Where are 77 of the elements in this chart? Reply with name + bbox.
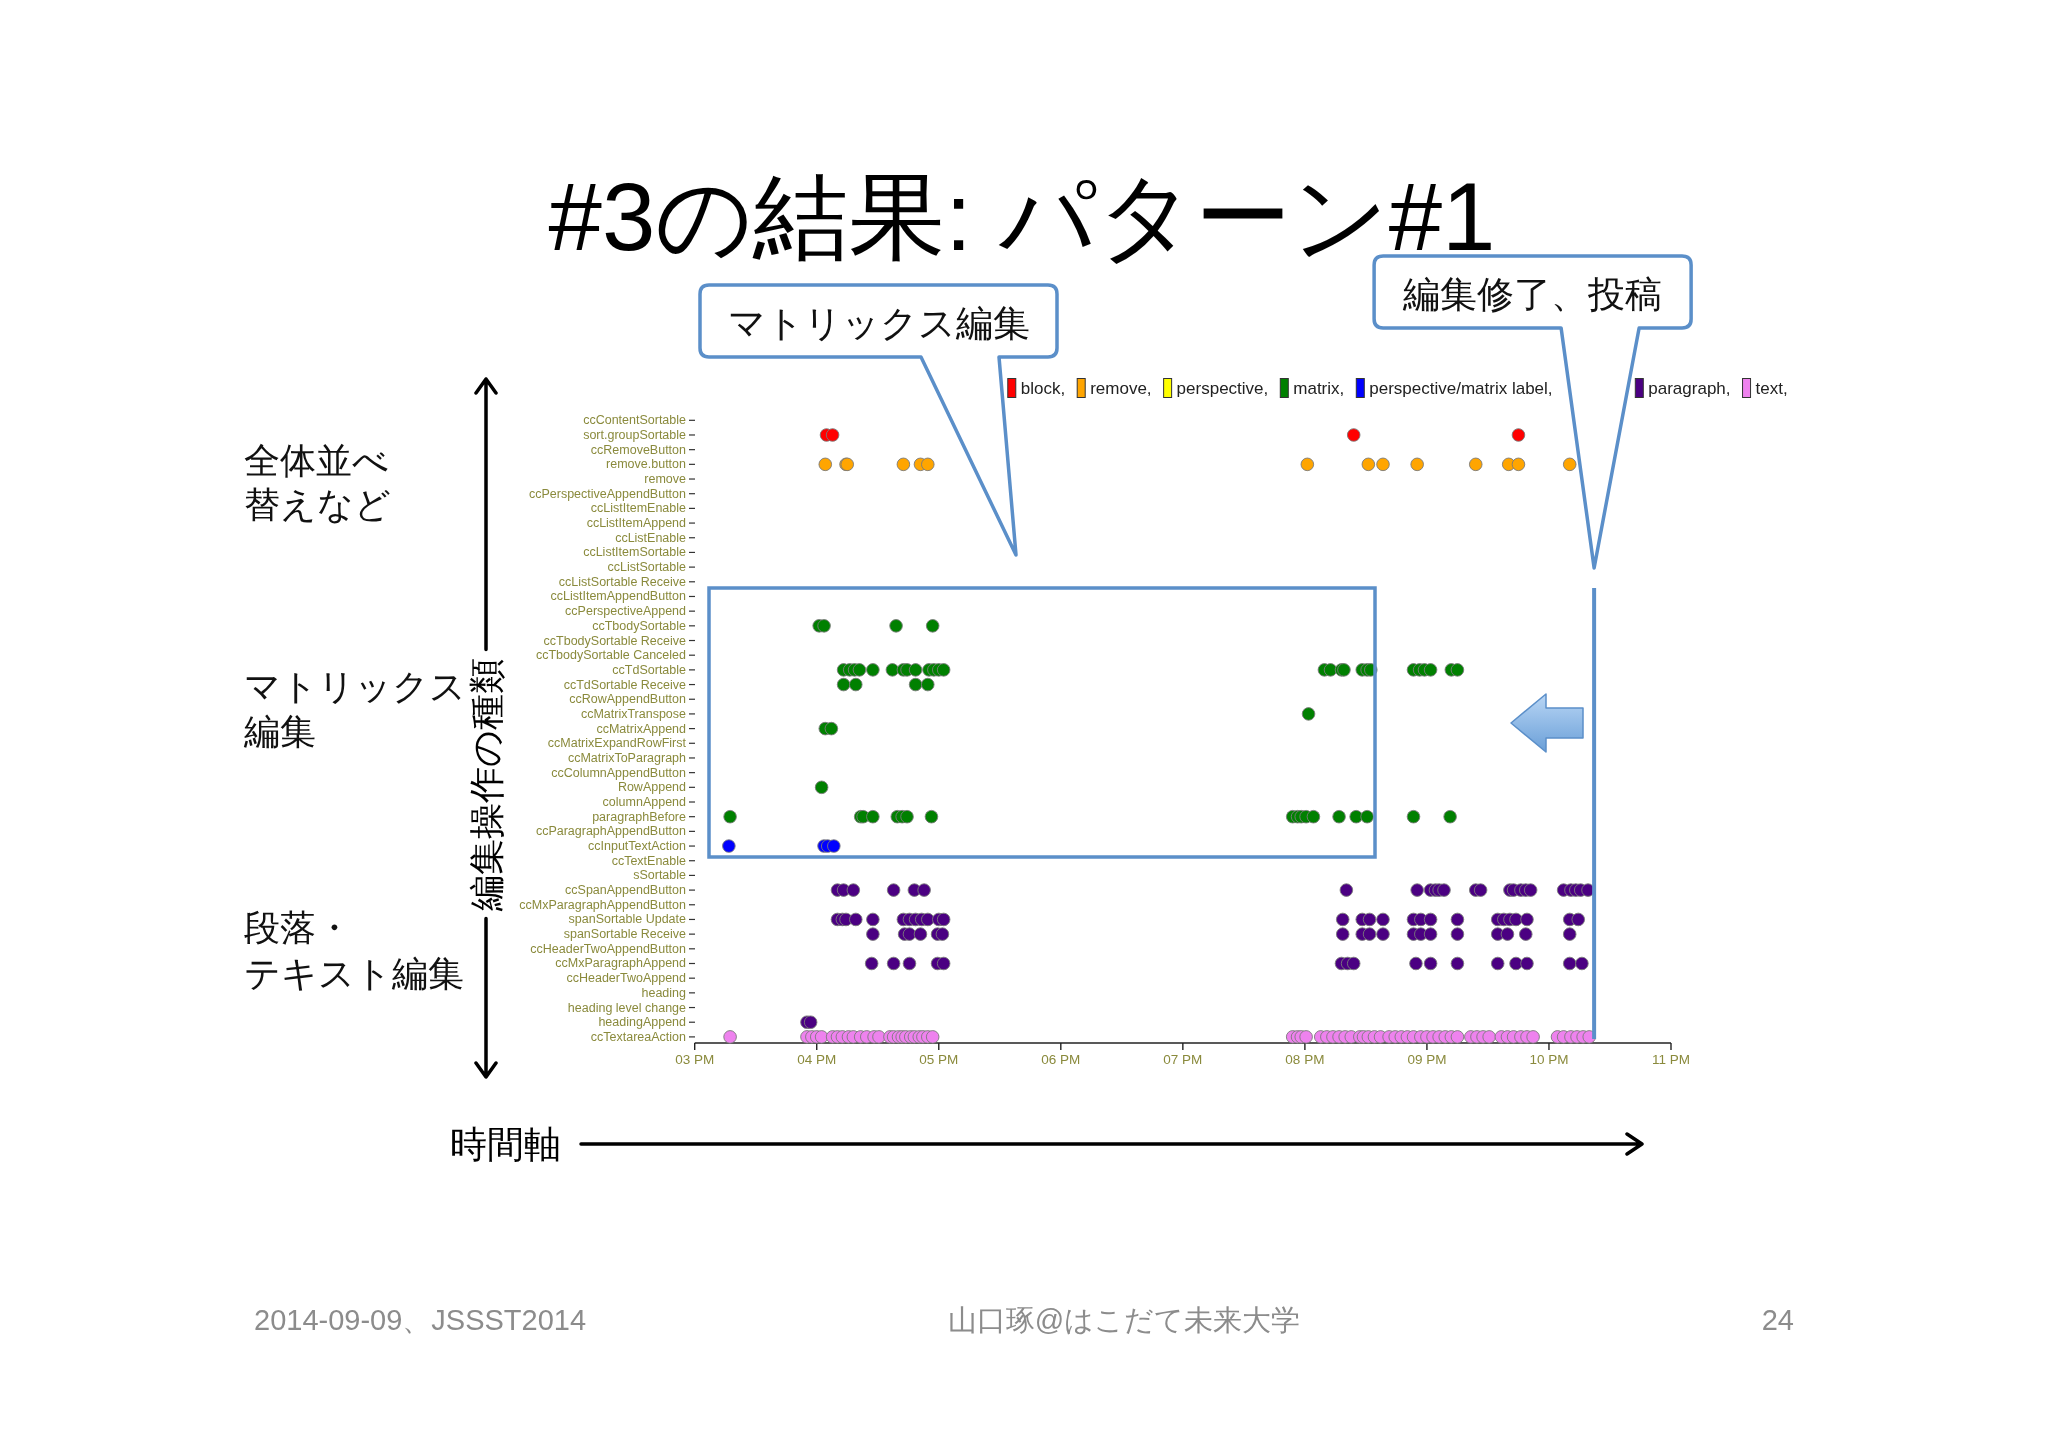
y-tick-label: ccTdSortable Receive <box>563 677 687 692</box>
text: 24 <box>1761 1304 1794 1336</box>
y-tick-label: ccMxParagraphAppendButton <box>519 897 687 912</box>
x-tick-label: 06 PM <box>1041 1052 1081 1067</box>
y-tick-label: ccColumnAppendButton <box>551 765 687 780</box>
y-tick-label: remove.button <box>606 457 687 472</box>
text: マトリックス <box>244 666 466 707</box>
y-tick-label: ccListSortable <box>607 560 687 575</box>
legend-item: matrix, <box>1279 378 1345 398</box>
x-tick-label: 09 PM <box>1407 1052 1447 1067</box>
text: 段落・ <box>244 907 352 948</box>
y-tick-label: ccTextEnable <box>611 853 687 868</box>
legend-item: text, <box>1742 378 1788 398</box>
y-tick-label: ccRowAppendButton <box>569 692 687 707</box>
y-tick-label: ccPerspectiveAppendButton <box>528 486 687 501</box>
y-tick-label: heading <box>641 985 687 1000</box>
y-tick-label: spanSortable Receive <box>563 927 687 942</box>
legend-label: block, <box>1020 378 1066 398</box>
legend-label: matrix, <box>1293 378 1345 398</box>
x-tick-label: 05 PM <box>919 1052 959 1067</box>
y-tick-label: heading level change <box>567 1000 687 1015</box>
text: 編集 <box>243 711 316 752</box>
x-tick-label: 03 PM <box>675 1052 715 1067</box>
y-tick-label: ccListItemAppend <box>586 516 687 531</box>
x-tick-label: 07 PM <box>1163 1052 1203 1067</box>
y-tick-label: remove <box>644 472 687 487</box>
y-tick-label: ccListSortable Receive <box>558 574 687 589</box>
y-tick-label: ccMatrixExpandRowFirst <box>547 736 687 751</box>
y-tick-label: ccSpanAppendButton <box>565 883 687 898</box>
text: 編集修了、投稿 <box>1402 273 1663 315</box>
y-tick-label: ccHeaderTwoAppendButton <box>530 941 687 956</box>
y-tick-label: ccTbodySortable <box>592 618 687 633</box>
x-tick-label: 11 PM <box>1651 1052 1691 1067</box>
y-tick-label: ccHeaderTwoAppend <box>566 971 687 986</box>
y-tick-label: ccTdSortable <box>612 662 687 677</box>
y-axis-title: 編集操作の種類 <box>465 657 507 912</box>
y-tick-label: ccTextareaAction <box>590 1029 687 1044</box>
legend-item: perspective, <box>1163 378 1269 398</box>
x-tick-label: 08 PM <box>1285 1052 1325 1067</box>
y-tick-label: ccListItemEnable <box>590 501 687 516</box>
legend-item: block, <box>1007 378 1066 398</box>
legend-label: text, <box>1755 378 1788 398</box>
y-tick-label: ccTbodySortable Receive <box>543 633 687 648</box>
legend-item: remove, <box>1076 378 1152 398</box>
y-tick-label: ccListItemAppendButton <box>550 589 687 604</box>
y-tick-label: headingAppend <box>598 1015 687 1030</box>
y-tick-label: ccInputTextAction <box>588 839 687 854</box>
y-tick-label: ccMatrixAppend <box>596 721 687 736</box>
y-tick-label: paragraphBefore <box>592 809 687 824</box>
y-tick-label: sort.groupSortable <box>583 427 687 442</box>
y-tick-label: ccMxParagraphAppend <box>555 956 687 971</box>
y-tick-label: ccRemoveButton <box>590 442 687 457</box>
legend-item: perspective/matrix label, <box>1355 378 1553 398</box>
y-tick-label: ccListItemSortable <box>583 545 687 560</box>
y-tick-label: columnAppend <box>602 795 687 809</box>
x-tick-label: 04 PM <box>797 1052 837 1067</box>
x-axis-title: 時間軸 <box>450 1124 561 1165</box>
y-tick-label: spanSortable Update <box>568 912 687 927</box>
y-tick-label: ccPerspectiveAppend <box>565 604 687 619</box>
text: 全体並べ <box>244 440 389 481</box>
chart-title: #3の結果: パターン#1 <box>548 163 1496 270</box>
text: 2014-09-09、JSSST2014 <box>254 1304 587 1336</box>
legend-label: remove, <box>1090 378 1152 398</box>
y-tick-label: ccContentSortable <box>583 413 687 428</box>
y-tick-label: ccTbodySortable Canceled <box>535 648 687 663</box>
y-tick-label: ccListEnable <box>615 530 687 545</box>
legend-item: paragraph, <box>1634 378 1731 398</box>
y-tick-label: ccParagraphAppendButton <box>535 824 687 839</box>
text: 山口琢@はこだて未来大学 <box>947 1304 1301 1336</box>
y-tick-label: sSortable <box>633 868 687 883</box>
y-tick-label: ccMatrixToParagraph <box>567 750 687 765</box>
text: 替えなど <box>244 484 391 525</box>
y-tick-label: RowAppend <box>617 780 687 795</box>
y-tick-label: ccMatrixTranspose <box>580 706 687 721</box>
text: マトリックス編集 <box>727 302 1030 344</box>
text: テキスト編集 <box>244 953 464 994</box>
x-tick-label: 10 PM <box>1529 1052 1569 1067</box>
